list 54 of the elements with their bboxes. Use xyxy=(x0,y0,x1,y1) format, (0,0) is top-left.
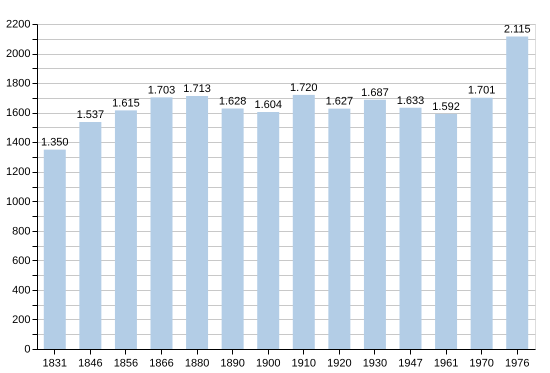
y-tick-label: 800 xyxy=(12,225,30,238)
y-tick-label: 1400 xyxy=(6,136,30,149)
data-label: 1.703 xyxy=(148,84,176,96)
bar xyxy=(114,110,137,349)
x-tick-label: 1930 xyxy=(362,358,388,370)
bar xyxy=(150,97,172,349)
x-tick-label: 1910 xyxy=(292,358,316,370)
bar xyxy=(79,122,102,349)
x-tick-label: 1831 xyxy=(42,358,68,370)
bar xyxy=(435,114,458,349)
data-label: 1.350 xyxy=(41,136,69,149)
bar xyxy=(400,108,422,349)
x-tick-label: 1947 xyxy=(398,358,423,370)
x-tick-label: 1920 xyxy=(327,358,352,370)
bar xyxy=(506,36,528,349)
y-tick-label: 1600 xyxy=(6,107,30,120)
y-tick-label: 1000 xyxy=(6,196,30,208)
data-label: 1.720 xyxy=(290,82,318,94)
data-label: 1.701 xyxy=(468,84,496,97)
y-tick-label: 2000 xyxy=(6,48,30,60)
y-tick-label: 2200 xyxy=(6,18,30,30)
y-tick-label: 600 xyxy=(12,254,30,267)
data-label: 1.537 xyxy=(76,108,104,121)
data-label: 1.687 xyxy=(361,86,389,99)
data-label: 1.604 xyxy=(254,99,282,112)
data-label: 2.115 xyxy=(504,24,531,36)
y-tick-label: 1800 xyxy=(6,78,30,90)
y-tick-label: 200 xyxy=(12,314,30,326)
bar xyxy=(257,112,280,349)
data-label: 1.592 xyxy=(432,100,460,113)
data-label: 1.713 xyxy=(183,82,211,95)
bar xyxy=(328,108,350,349)
bar xyxy=(292,94,315,349)
y-tick-label: 0 xyxy=(24,344,30,356)
x-tick-label: 1961 xyxy=(434,358,458,370)
y-tick-label: 1200 xyxy=(6,166,30,178)
data-label: 1.627 xyxy=(326,96,354,108)
x-tick-label: 1856 xyxy=(114,358,138,370)
bar xyxy=(222,108,244,349)
y-tick-label: 400 xyxy=(12,284,30,296)
data-label: 1.633 xyxy=(396,94,424,107)
data-label: 1.628 xyxy=(218,96,246,108)
x-tick-label: 1890 xyxy=(220,358,245,370)
x-tick-label: 1970 xyxy=(469,358,494,370)
bar xyxy=(186,96,208,349)
data-label: 1.615 xyxy=(112,97,140,110)
x-tick-label: 1866 xyxy=(149,358,174,370)
x-tick-label: 1880 xyxy=(184,358,210,370)
x-tick-label: 1900 xyxy=(256,358,280,370)
x-tick-label: 1976 xyxy=(504,358,530,370)
bar xyxy=(470,98,493,349)
x-tick-label: 1846 xyxy=(78,358,103,370)
bar xyxy=(44,150,66,349)
bar xyxy=(364,100,386,349)
